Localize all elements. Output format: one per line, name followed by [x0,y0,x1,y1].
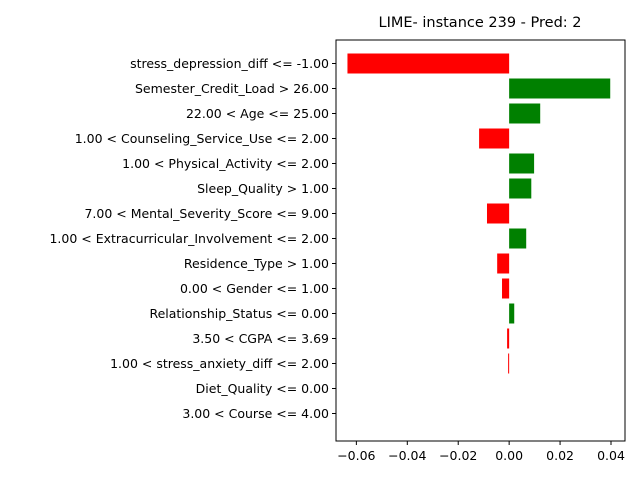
x-tick-label-3: 0.00 [495,448,523,463]
x-tick-label-5: 0.04 [597,448,625,463]
x-tick-label-2: −0.02 [439,448,477,463]
bar-9 [502,278,510,299]
bar-11 [507,328,510,349]
chart-title: LIME- instance 239 - Pred: 2 [378,15,581,31]
bar-5 [509,178,532,199]
y-tick-label-12: 1.00 < stress_anxiety_diff <= 2.00 [110,356,329,371]
y-tick-label-7: 1.00 < Extracurricular_Involvement <= 2.… [49,231,329,246]
y-tick-label-2: 22.00 < Age <= 25.00 [186,106,329,121]
bar-10 [509,303,515,324]
bar-2 [509,103,541,124]
y-tick-labels: stress_depression_diff <= -1.00 Semester_… [49,56,336,421]
y-tick-label-1: Semester_Credit_Load > 26.00 [135,81,329,96]
y-tick-label-6: 7.00 < Mental_Severity_Score <= 9.00 [84,206,329,221]
y-tick-label-13: Diet_Quality <= 0.00 [196,381,329,396]
bar-4 [509,153,535,174]
bar-1 [509,78,611,99]
y-tick-label-9: 0.00 < Gender <= 1.00 [180,281,329,296]
y-tick-label-8: Residence_Type > 1.00 [184,256,329,271]
y-tick-label-10: Relationship_Status <= 0.00 [149,306,329,321]
bar-0 [347,53,510,74]
bar-12 [508,353,510,374]
y-tick-label-11: 3.50 < CGPA <= 3.69 [192,331,329,346]
y-tick-label-5: Sleep_Quality > 1.00 [197,181,329,196]
x-tick-label-4: 0.02 [546,448,574,463]
plot-frame [335,39,626,442]
y-tick-label-14: 3.00 < Course <= 4.00 [182,406,329,421]
bar-7 [509,228,527,249]
bar-6 [486,203,510,224]
y-tick-label-4: 1.00 < Physical_Activity <= 2.00 [122,156,329,171]
x-tick-label-0: −0.06 [337,448,375,463]
x-tick-label-1: −0.04 [388,448,426,463]
bars [347,53,611,374]
y-tick-label-0: stress_depression_diff <= -1.00 [130,56,329,71]
y-tick-label-3: 1.00 < Counseling_Service_Use <= 2.00 [75,131,329,146]
x-axis: −0.06 −0.04 −0.02 0.00 0.02 0.04 [337,441,625,463]
bar-8 [497,253,510,274]
bar-3 [479,128,510,149]
